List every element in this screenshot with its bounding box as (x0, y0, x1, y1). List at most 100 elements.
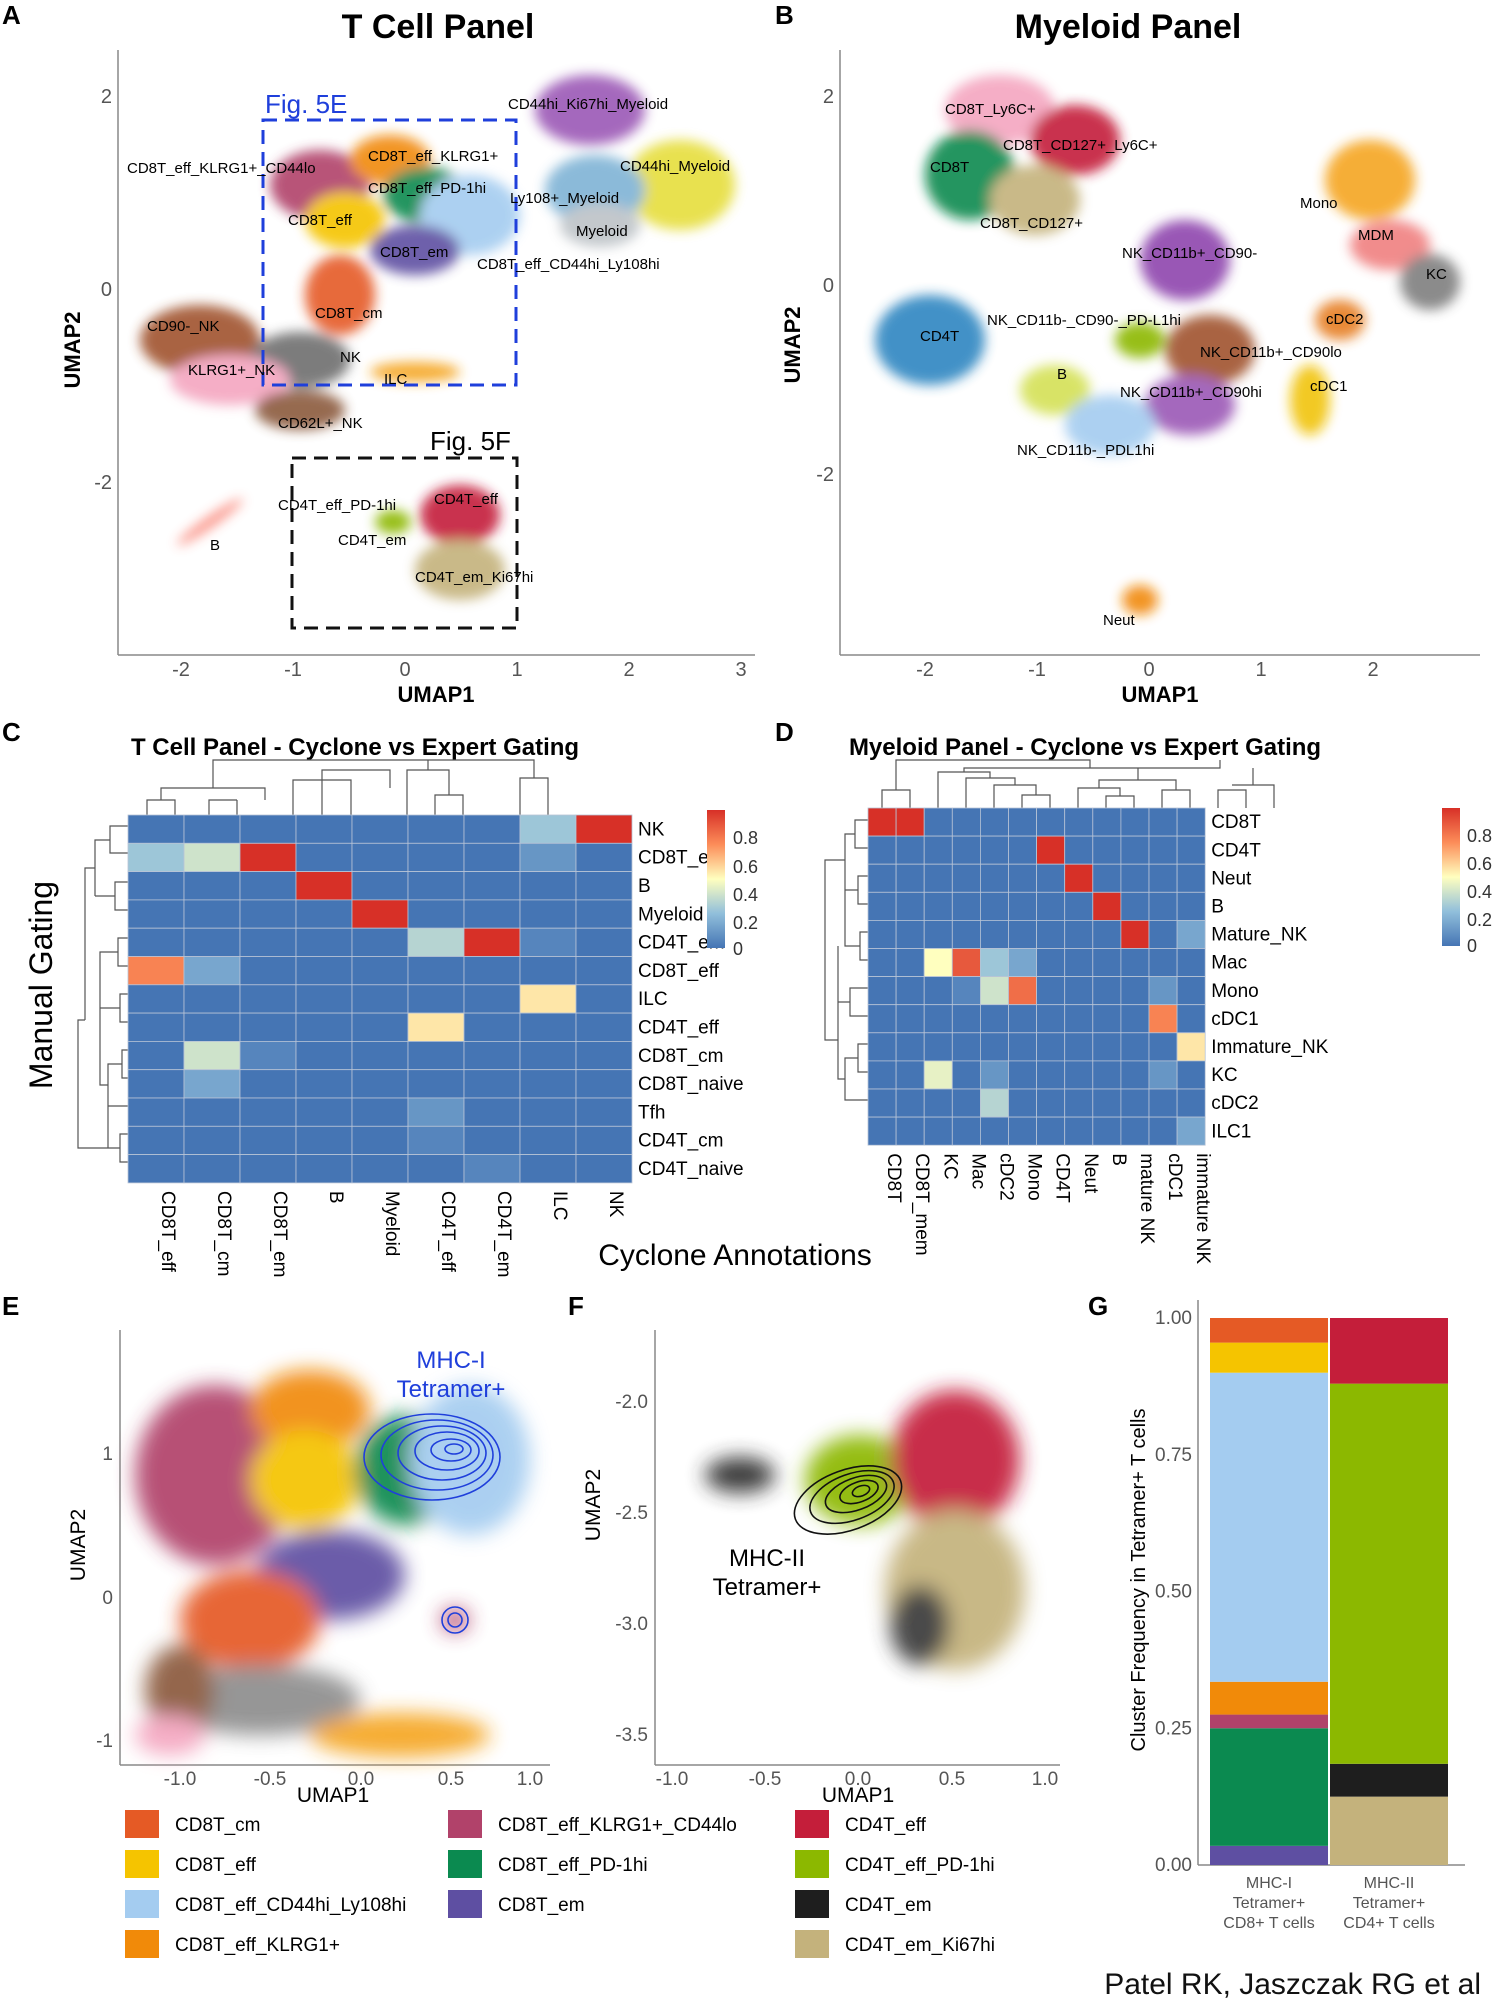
heatmap-cell (1148, 920, 1178, 949)
heatmap-cell (1064, 863, 1094, 893)
a-label: CD8T_cm (315, 305, 383, 322)
panel-f-tetramer-contour (793, 1465, 903, 1535)
y-tick: 2 (823, 86, 834, 108)
panel-letter-a: A (2, 0, 21, 30)
a-label: Ly108+_Myeloid (510, 190, 619, 207)
heatmap-cell (239, 984, 297, 1014)
cluster-myeloid (560, 203, 640, 247)
heatmap-cell (951, 1060, 981, 1090)
heatmap-cell (1092, 976, 1122, 1006)
panel-b-clusters (875, 75, 1460, 615)
cluster-nk-cd11b-cd90- (1140, 220, 1230, 300)
a-label: CD8T_eff_KLRG1+_CD44lo (127, 160, 316, 177)
heatmap-cell (575, 871, 633, 901)
b-label: Mono (1300, 195, 1338, 212)
heatmap-cell (463, 842, 521, 872)
e-cluster-eff (250, 1430, 360, 1530)
panel-e-x-label: UMAP1 (297, 1784, 369, 1807)
heatmap-cell (951, 976, 981, 1006)
heatmap-cell (951, 835, 981, 865)
heatmap-cell (295, 927, 353, 957)
heatmap-cell (463, 956, 521, 986)
legend-swatch (795, 1810, 829, 1838)
heatmap-cell (980, 891, 1009, 921)
heatmap-cell (1036, 807, 1066, 837)
heatmap-cell (1092, 807, 1122, 837)
heatmap-cell (351, 1012, 409, 1042)
heatmap-cell (1176, 948, 1206, 978)
legend-label: CD4T_eff_PD-1hi (845, 1855, 995, 1876)
y-tick: -2 (816, 464, 834, 486)
heatmap-cell (127, 814, 185, 844)
heatmap-row-label: CD4T_naive (638, 1159, 744, 1180)
heatmap-cell (575, 1069, 633, 1099)
heatmap-col-label: B (1108, 1153, 1129, 1166)
x-tick: 2 (1367, 659, 1378, 681)
panel-a-cluster-labels: CD44hi_Ki67hi_Myeloid CD8T_eff_KLRG1+ CD… (127, 96, 730, 586)
heatmap-cell (519, 1069, 577, 1099)
heatmap-cell (407, 899, 465, 929)
y-tick: 0.75 (1155, 1445, 1192, 1466)
heatmap-cell (1176, 891, 1206, 921)
heatmap-cell (1092, 863, 1122, 893)
y-tick: -2.0 (615, 1392, 648, 1413)
y-tick: 2 (101, 86, 112, 108)
b-label: NK_CD11b+_CD90- (1122, 245, 1257, 262)
panel-e-umap: MHC-I Tetramer+ 1 0 -1 -1.0 -0.5 0.0 0.5… (67, 1330, 550, 1807)
panel-f-y-ticks: -2.0 -2.5 -3.0 -3.5 (615, 1392, 648, 1746)
heatmap-cell (1036, 920, 1066, 949)
a-label: B (210, 537, 220, 554)
heatmap-cell (1008, 807, 1038, 837)
panel-c-row-dendrogram (77, 825, 128, 1163)
heatmap-cell (239, 871, 297, 901)
heatmap-cell (1148, 807, 1178, 837)
cluster-nk-pdl1hi (1115, 322, 1165, 358)
panel-d-col-dendrogram (881, 759, 1275, 808)
legend-tick: 0.2 (1467, 910, 1492, 930)
x-tick: 1.0 (517, 1769, 543, 1790)
heatmap-row-label: Neut (1211, 868, 1252, 889)
heatmap-col-label: CD4T (1052, 1153, 1073, 1203)
e-cluster-klrg1 (250, 1370, 370, 1450)
heatmap-row-label: CD4T_eff (638, 1017, 720, 1038)
b-label: MDM (1358, 227, 1394, 244)
heatmap-cell (1092, 1088, 1122, 1118)
heatmap-cell (923, 920, 953, 949)
heatmap-cell (1148, 948, 1178, 978)
heatmap-cell (519, 814, 577, 844)
heatmap-cell (295, 899, 353, 929)
heatmap-cell (895, 920, 925, 949)
contour-ring (397, 1425, 487, 1481)
bar-segment (1330, 1383, 1448, 1764)
category-label: MHC-II (1364, 1875, 1415, 1892)
heatmap-cell (407, 927, 465, 957)
heatmap-cell (1064, 835, 1094, 865)
legend-label: CD8T_cm (175, 1815, 261, 1836)
heatmap-cell (1008, 976, 1038, 1006)
heatmap-cell (923, 891, 953, 921)
heatmap-cell (1064, 1060, 1094, 1090)
cluster-cd4t-eff (420, 485, 500, 545)
panel-e-tetramer-label-1: MHC-I (416, 1347, 485, 1374)
cluster-cdc1 (1290, 365, 1330, 435)
heatmap-cell (1148, 1004, 1178, 1034)
heatmap-cell (1148, 1032, 1178, 1062)
heatmap-cell (351, 814, 409, 844)
panel-letter-b: B (775, 0, 794, 30)
cluster-nk-cd90lo (1165, 315, 1255, 385)
panel-g-category-labels: MHC-I Tetramer+ CD8+ T cells MHC-II Tetramer… (1223, 1875, 1434, 1932)
panel-c-col-labels: CD8T_eff CD8T_cm CD8T_em B Myeloid CD4T_eff CD… (157, 1191, 626, 1278)
heatmap-row-label: ILC (638, 989, 668, 1010)
heatmap-cell (1092, 1032, 1122, 1062)
heatmap-cell (895, 807, 925, 837)
a-label: KLRG1+_NK (188, 362, 275, 379)
heatmap-cell (980, 976, 1009, 1006)
category-label: Tetramer+ (1353, 1895, 1425, 1912)
panel-d-color-legend: 0.8 0.6 0.4 0.2 0 (1442, 808, 1492, 956)
b-label: Neut (1103, 612, 1136, 629)
e-cluster-small (441, 1608, 469, 1632)
heatmap-cell (1036, 1060, 1066, 1090)
b-label: cDC2 (1326, 311, 1364, 328)
heatmap-cell (295, 1041, 353, 1071)
x-tick: 0.0 (348, 1769, 374, 1790)
